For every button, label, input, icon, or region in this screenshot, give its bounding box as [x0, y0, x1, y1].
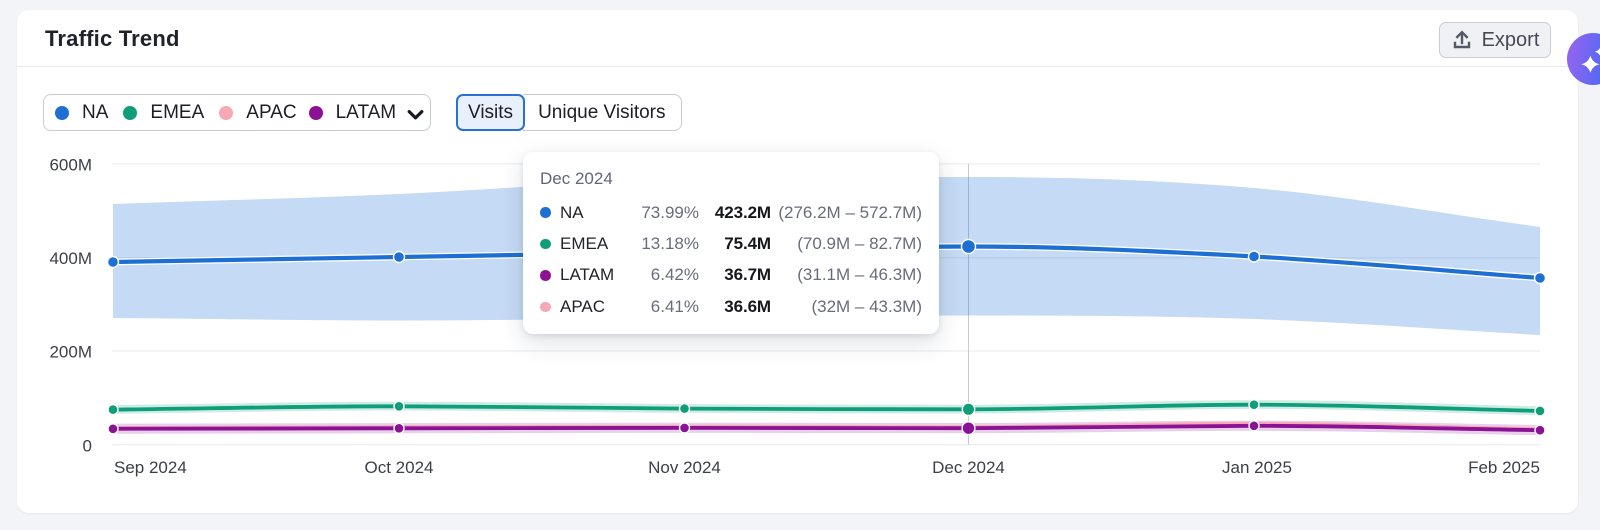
svg-text:Feb 2025: Feb 2025: [1468, 458, 1540, 477]
svg-text:400M: 400M: [49, 249, 92, 268]
svg-text:200M: 200M: [49, 343, 92, 362]
svg-text:0: 0: [83, 436, 92, 455]
svg-text:Nov 2024: Nov 2024: [648, 458, 721, 477]
svg-text:Jan 2025: Jan 2025: [1222, 458, 1292, 477]
svg-text:Oct 2024: Oct 2024: [365, 458, 434, 477]
svg-text:600M: 600M: [49, 155, 92, 174]
svg-text:Sep 2024: Sep 2024: [114, 458, 187, 477]
svg-text:Dec 2024: Dec 2024: [932, 458, 1005, 477]
